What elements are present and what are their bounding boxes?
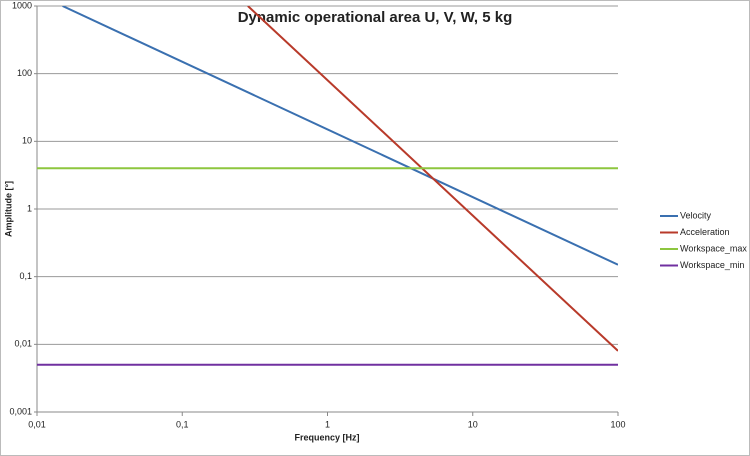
y-tick-label: 10: [22, 136, 32, 146]
y-tick-label: 1000: [12, 0, 32, 10]
series-line: [247, 6, 618, 352]
x-tick-label: 0,01: [28, 419, 46, 429]
legend-label: Velocity: [680, 210, 712, 220]
legend-label: Workspace_min: [680, 260, 744, 270]
legend-label: Acceleration: [680, 227, 730, 237]
y-tick-label: 0,1: [19, 271, 32, 281]
y-tick-label: 0,01: [14, 339, 32, 349]
x-tick-label: 0,1: [176, 419, 189, 429]
y-tick-label: 100: [17, 68, 32, 78]
chart-title: Dynamic operational area U, V, W, 5 kg: [238, 9, 513, 26]
x-tick-label: 10: [468, 419, 478, 429]
y-tick-label: 0,001: [9, 406, 32, 416]
x-tick-label: 1: [325, 419, 330, 429]
x-axis-label: Frequency [Hz]: [294, 432, 359, 442]
legend-label: Workspace_max: [680, 243, 747, 253]
x-tick-label: 100: [610, 419, 625, 429]
y-tick-label: 1: [27, 203, 32, 213]
series-line: [62, 6, 618, 266]
y-axis-label: Amplitude [°]: [3, 181, 13, 237]
